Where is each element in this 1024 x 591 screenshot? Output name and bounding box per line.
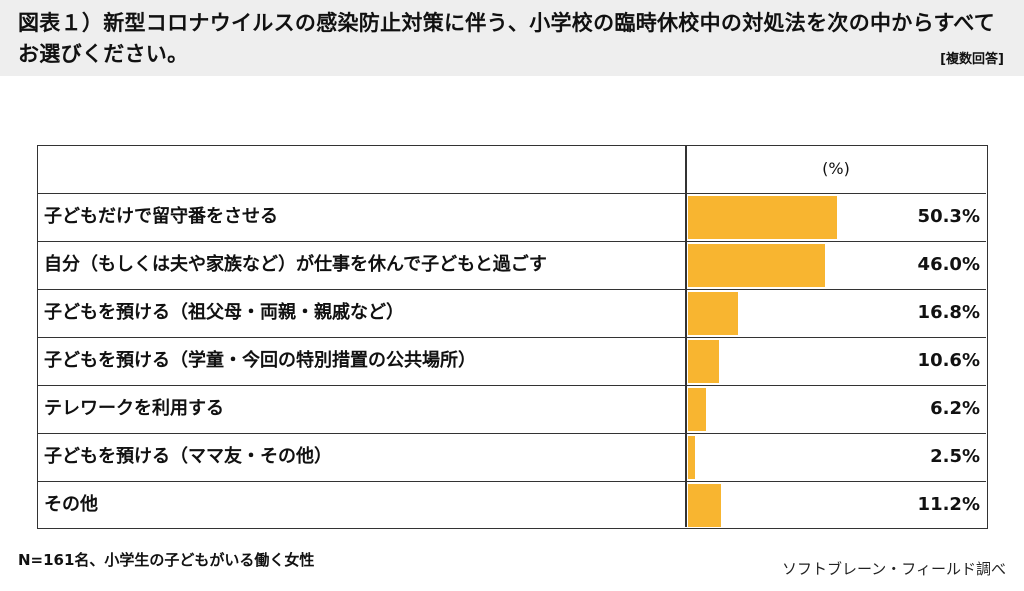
category-label: 子どもを預ける（学童・今回の特別措置の公共場所）: [44, 350, 476, 371]
sample-footnote: N=161名、小学生の子どもがいる働く女性: [18, 551, 315, 569]
value-label: 2.5%: [930, 446, 980, 467]
category-label: 自分（もしくは夫や家族など）が仕事を休んで子どもと過ごす: [44, 254, 547, 275]
table-row: 子どもを預ける（学童・今回の特別措置の公共場所） 10.6%: [38, 337, 986, 385]
value-label: 11.2%: [917, 494, 980, 515]
value-label: 16.8%: [917, 302, 980, 323]
bar: [688, 484, 722, 527]
category-label: テレワークを利用する: [44, 398, 224, 419]
table-row: テレワークを利用する 6.2%: [38, 385, 986, 433]
category-label: 子どもだけで留守番をさせる: [44, 206, 278, 227]
value-label: 46.0%: [917, 254, 980, 275]
value-label: 6.2%: [930, 398, 980, 419]
value-label: 10.6%: [917, 350, 980, 371]
category-label: 子どもを預ける（祖父母・両親・親戚など）: [44, 302, 404, 323]
table-row: 子どもだけで留守番をさせる 50.3%: [38, 193, 986, 241]
bar: [688, 340, 720, 383]
bar: [688, 244, 825, 287]
table-row: その他 11.2%: [38, 481, 986, 529]
unit-header: (%): [822, 159, 850, 178]
bar: [688, 388, 707, 431]
table-row: 子どもを預ける（ママ友・その他） 2.5%: [38, 433, 986, 481]
answer-type-note: [複数回答]: [940, 52, 1004, 67]
column-divider: [685, 146, 687, 527]
table-row: 自分（もしくは夫や家族など）が仕事を休んで子どもと過ごす 46.0%: [38, 241, 986, 289]
chart-title: 図表１）新型コロナウイルスの感染防止対策に伴う、小学校の臨時休校中の対処法を次の…: [18, 11, 996, 66]
source-credit: ソフトブレーン・フィールド調べ: [782, 560, 1006, 578]
category-label: その他: [44, 494, 98, 515]
bar: [688, 292, 738, 335]
category-label: 子どもを預ける（ママ友・その他）: [44, 446, 332, 467]
table-header-row: (%): [38, 146, 986, 194]
value-label: 50.3%: [917, 206, 980, 227]
bar: [688, 196, 838, 239]
chart-table: (%) 子どもだけで留守番をさせる 50.3% 自分（もしくは夫や家族など）が仕事を…: [37, 145, 988, 529]
title-banner: 図表１）新型コロナウイルスの感染防止対策に伴う、小学校の臨時休校中の対処法を次の…: [0, 0, 1024, 76]
bar: [688, 436, 696, 479]
table-row: 子どもを預ける（祖父母・両親・親戚など） 16.8%: [38, 289, 986, 337]
